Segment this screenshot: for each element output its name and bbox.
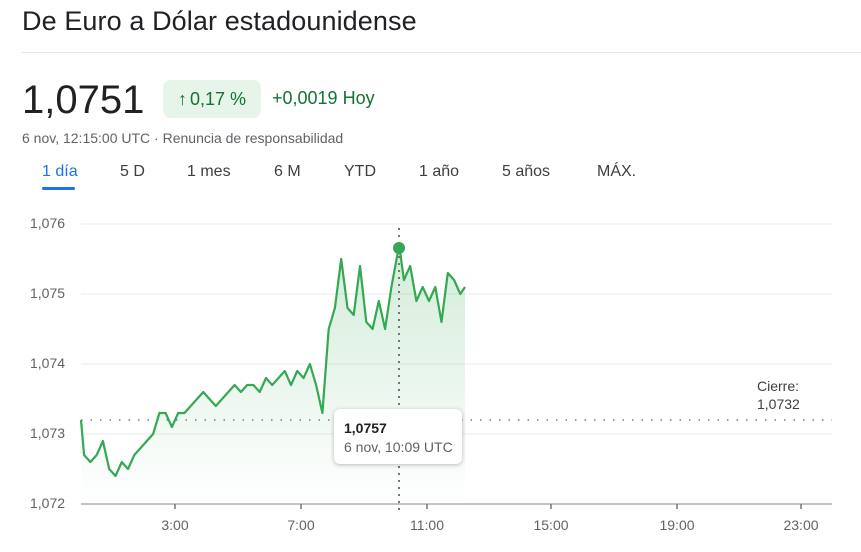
tab-max[interactable]: MÁX.	[597, 163, 637, 180]
tab-1-day[interactable]: 1 día	[42, 163, 78, 180]
hover-tooltip: 1,0757 6 nov, 10:09 UTC	[334, 409, 462, 464]
change-absolute: +0,0019 Hoy	[272, 88, 375, 108]
arrow-up-icon: ↑	[177, 88, 187, 109]
tooltip-value: 1,0757	[344, 420, 387, 436]
hover-point	[393, 242, 405, 254]
active-tab-indicator	[42, 187, 75, 190]
disclaimer-link[interactable]: Renuncia de responsabilidad	[162, 130, 344, 146]
x-tick-15: 15:00	[533, 517, 569, 533]
current-price: 1,0751	[22, 78, 145, 122]
y-tick-1073: 1,073	[30, 425, 66, 441]
x-tick-11: 11:00	[410, 517, 444, 533]
separator: ·	[150, 130, 163, 146]
quote-meta: 6 nov, 12:15:00 UTC · Renuncia de respon…	[22, 130, 343, 146]
x-tick-23: 23:00	[783, 517, 819, 533]
close-annotation: Cierre: 1,0732	[757, 377, 800, 413]
tab-1-year[interactable]: 1 año	[419, 163, 460, 180]
x-ticks	[174, 504, 802, 509]
y-tick-1072: 1,072	[30, 495, 66, 511]
x-tick-3: 3:00	[161, 517, 189, 533]
y-tick-1075: 1,075	[30, 285, 66, 301]
page-title: De Euro a Dólar estadounidense	[22, 6, 417, 36]
change-percent: 0,17 %	[189, 88, 247, 109]
change-percent-badge: ↑ 0,17 %	[163, 80, 261, 118]
tab-6-months[interactable]: 6 M	[274, 163, 301, 180]
y-tick-1076: 1,076	[30, 215, 66, 231]
header-divider	[22, 52, 861, 53]
y-tick-1074: 1,074	[30, 355, 66, 371]
tab-ytd[interactable]: YTD	[344, 163, 376, 180]
tab-5-years[interactable]: 5 años	[502, 163, 551, 180]
close-label: Cierre:	[757, 378, 800, 394]
close-value: 1,0732	[757, 396, 800, 412]
timestamp: 6 nov, 12:15:00 UTC	[22, 130, 151, 146]
tab-1-month[interactable]: 1 mes	[187, 163, 231, 180]
tooltip-time: 6 nov, 10:09 UTC	[344, 439, 453, 455]
tab-5-days[interactable]: 5 D	[120, 163, 145, 180]
x-tick-19: 19:00	[659, 517, 695, 533]
x-tick-7: 7:00	[287, 517, 315, 533]
